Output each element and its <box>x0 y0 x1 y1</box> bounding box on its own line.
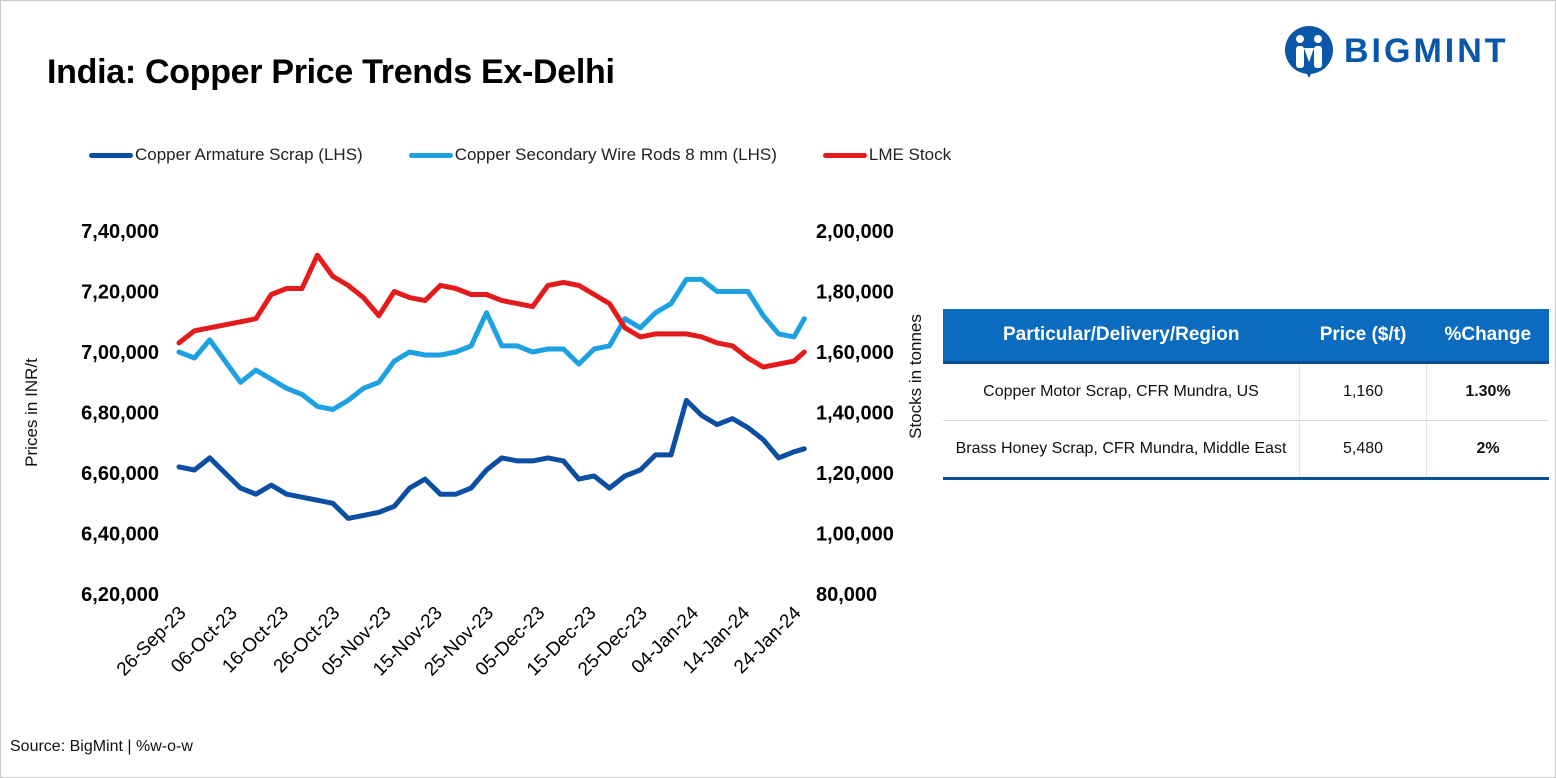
legend-label-wire-rods: Copper Secondary Wire Rods 8 mm (LHS) <box>454 145 777 164</box>
page-title: India: Copper Price Trends Ex-Delhi <box>47 53 615 91</box>
y-right-tick-label: 1,40,000 <box>816 403 894 425</box>
y-right-tick-label: 2,00,000 <box>816 221 894 243</box>
table-row: Copper Motor Scrap, CFR Mundra, US 1,160… <box>943 362 1549 421</box>
y-left-tick-label: 6,40,000 <box>81 524 159 546</box>
y-left-tick-label: 6,60,000 <box>81 463 159 485</box>
legend-swatch-lme-stock <box>822 152 867 158</box>
price-change-table: Particular/Delivery/Region Price ($/t) %… <box>943 309 1549 480</box>
y-left-axis-label: Prices in INR/t <box>22 358 41 467</box>
bigmint-logo: BIGMINT <box>1284 23 1509 79</box>
source-note: Source: BigMint | %w-o-w <box>10 738 193 755</box>
cell-price: 1,160 <box>1299 362 1427 421</box>
header-particular: Particular/Delivery/Region <box>943 309 1300 364</box>
cell-change: 1.30% <box>1426 362 1549 421</box>
price-trend-chart: 6,20,000 6,40,000 6,60,000 6,80,000 7,00,000… <box>22 221 925 680</box>
header-price: Price ($/t) <box>1299 309 1427 364</box>
series-line-lme-stock <box>176 252 807 370</box>
legend-item-wire-rods: Copper Secondary Wire Rods 8 mm (LHS) <box>408 145 777 165</box>
table-header-row: Particular/Delivery/Region Price ($/t) %… <box>943 309 1549 364</box>
legend-item-armature: Copper Armature Scrap (LHS) <box>89 145 363 165</box>
y-right-tick-label: 1,60,000 <box>816 342 894 364</box>
y-right-tick-label: 1,00,000 <box>816 524 894 546</box>
bigmint-logo-text: BIGMINT <box>1344 31 1509 70</box>
legend-swatch-wire-rods <box>408 152 453 158</box>
series-line-armature-scrap <box>176 397 807 521</box>
y-right-tick-label: 1,80,000 <box>816 282 894 304</box>
legend-label-armature: Copper Armature Scrap (LHS) <box>135 145 363 164</box>
header-change: %Change <box>1426 309 1549 364</box>
y-left-tick-label: 6,20,000 <box>81 584 159 606</box>
y-right-axis-label: Stocks in tonnes <box>906 314 925 439</box>
y-left-tick-label: 7,00,000 <box>81 342 159 364</box>
y-left-tick-label: 7,20,000 <box>81 282 159 304</box>
legend-label-lme-stock: LME Stock <box>868 145 952 164</box>
cell-change: 2% <box>1426 420 1549 480</box>
y-right-tick-label: 80,000 <box>816 584 877 606</box>
legend-item-lme-stock: LME Stock <box>822 145 952 165</box>
chart-legend: Copper Armature Scrap (LHS) Copper Secon… <box>89 145 997 165</box>
y-left-tick-label: 6,80,000 <box>81 403 159 425</box>
table-row: Brass Honey Scrap, CFR Mundra, Middle Ea… <box>943 420 1549 480</box>
bigmint-logo-icon <box>1285 26 1333 78</box>
series-line-wire-rods <box>176 276 807 412</box>
cell-price: 5,480 <box>1299 420 1427 480</box>
legend-swatch-armature <box>89 152 133 158</box>
y-right-tick-label: 1,20,000 <box>816 463 894 485</box>
cell-particular: Brass Honey Scrap, CFR Mundra, Middle Ea… <box>943 420 1300 480</box>
cell-particular: Copper Motor Scrap, CFR Mundra, US <box>943 362 1300 421</box>
y-left-tick-label: 7,40,000 <box>81 221 159 243</box>
